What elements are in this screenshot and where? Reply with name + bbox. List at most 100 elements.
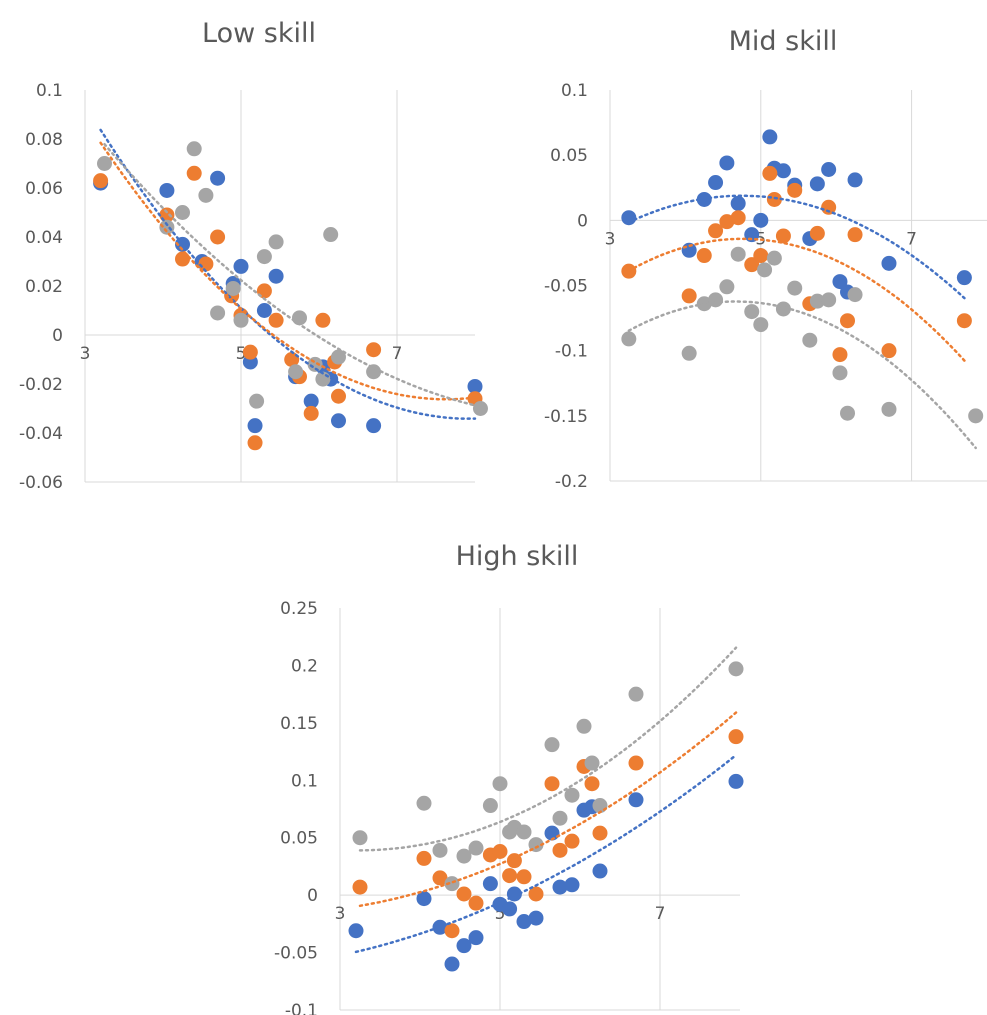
data-point-orange [719,214,735,230]
data-point-gray [728,661,744,677]
data-point-blue [621,210,637,226]
data-point-orange [315,312,331,328]
y-tick-label: 0.04 [25,228,63,248]
data-point-gray [787,280,803,296]
y-tick-label: -0.05 [544,277,588,297]
data-point-gray [564,787,580,803]
data-point-blue [730,195,746,211]
data-point-blue [331,413,346,429]
data-point-blue [210,170,226,186]
data-point-gray [323,227,339,243]
data-point-blue [832,274,848,290]
trendline-gray [103,142,482,408]
data-point-orange [787,182,803,198]
data-point-orange [198,256,214,272]
data-point-gray [744,304,760,320]
trendline-blue [627,194,966,300]
data-point-gray [821,292,837,308]
data-point-orange [730,210,746,226]
data-point-gray [210,305,226,321]
data-point-blue [233,258,249,274]
y-tick-label: 0 [52,326,63,346]
data-point-blue [444,956,460,972]
data-point-gray [159,219,175,235]
x-tick-label: 3 [605,229,616,249]
trendline-orange [99,141,477,401]
y-tick-label: 0.05 [280,829,318,849]
y-tick-label: -0.2 [555,472,588,492]
data-point-blue [847,172,863,188]
data-point-orange [584,776,600,792]
data-point-blue [268,268,284,284]
chart-title-high-skill: High skill [456,541,579,572]
data-point-gray [753,317,769,333]
x-tick-label: 7 [392,344,403,364]
data-point-gray [468,840,484,856]
data-point-orange [456,886,472,902]
data-point-gray [268,234,284,250]
trendline-orange [358,711,738,908]
data-point-blue [552,879,568,895]
data-point-gray [881,401,897,417]
x-tick-label: 7 [906,229,917,249]
y-tick-label: 0.1 [561,81,588,101]
data-point-blue [256,303,272,318]
y-tick-label: 0.2 [291,656,318,676]
data-point-blue [456,938,472,954]
data-point-gray [288,364,304,380]
data-point-blue [366,418,382,434]
y-tick-label: -0.02 [19,375,63,395]
data-point-blue [348,923,364,939]
data-point-blue [516,914,532,930]
y-tick-label: -0.05 [274,944,318,964]
data-point-gray [576,718,592,734]
data-point-orange [809,225,825,241]
data-point-orange [331,388,346,404]
data-point-orange [93,173,109,189]
data-point-blue [809,176,825,192]
data-point-orange [956,313,972,329]
data-point-blue [502,901,518,917]
data-point-blue [303,393,319,409]
y-tick-label: 0.15 [280,714,318,734]
data-point-orange [468,895,484,911]
data-point-gray [681,345,697,361]
data-point-blue [564,877,580,893]
data-point-gray [175,205,190,220]
data-point-gray [552,810,568,826]
y-tick-label: 0 [307,886,318,906]
x-tick-label: 3 [335,904,346,924]
data-point-orange [242,344,258,360]
data-point-blue [762,129,778,145]
data-point-gray [766,250,782,266]
data-point-gray [621,331,637,347]
data-point-gray [97,156,112,171]
data-point-orange [186,165,202,181]
data-point-gray [757,262,773,278]
data-point-gray [292,310,307,326]
data-point-gray [482,798,498,814]
data-point-orange [247,435,263,451]
data-point-gray [584,755,600,771]
chart-title-low-skill: Low skill [202,18,316,49]
data-point-orange [352,879,368,895]
data-point-orange [366,342,382,358]
data-point-orange [708,223,724,239]
trendline-orange [627,237,966,362]
chart-panel-mid-skill: 0.10.050-0.05-0.1-0.15-0.23 5 7 [544,81,987,492]
data-point-orange [544,776,560,792]
data-point-blue [708,175,724,191]
data-point-gray [331,349,346,365]
data-point-blue [881,255,897,271]
data-point-orange [552,842,568,858]
data-point-blue [728,773,744,789]
data-point-blue [159,182,175,198]
data-point-blue [468,930,484,946]
data-point-gray [472,401,488,416]
data-point-blue [416,891,432,907]
data-point-blue [482,876,498,892]
data-point-gray [628,686,644,702]
data-point-orange [592,825,608,841]
data-point-blue [775,163,791,179]
